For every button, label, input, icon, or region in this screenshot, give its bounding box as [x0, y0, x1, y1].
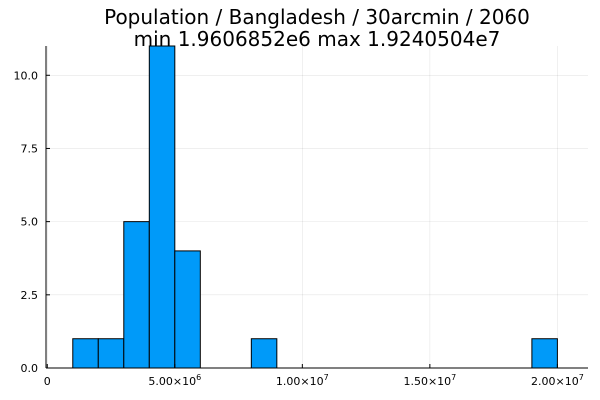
y-tick-label: 2.5: [21, 289, 39, 302]
x-tick-mantissa: 2.00×10: [531, 375, 579, 388]
x-tick-label: 1.00×107: [276, 373, 329, 388]
chart-title-line1: Population / Bangladesh / 30arcmin / 206…: [104, 5, 530, 29]
y-tick-label: 5.0: [21, 216, 39, 229]
y-tick-label: 0.0: [21, 362, 39, 375]
x-tick-exponent: 7: [324, 373, 329, 382]
histogram-bar: [174, 250, 201, 369]
chart-title-line2: min 1.9606852e6 max 1.9240504e7: [134, 27, 501, 51]
x-tick-mantissa: 5.00×10: [148, 375, 196, 388]
histogram-bar: [148, 45, 176, 369]
x-tick-mantissa: 1.00×10: [276, 375, 324, 388]
bars-layer: [72, 45, 558, 369]
x-tick-label: 5.00×106: [148, 373, 201, 388]
x-tick-label: 1.50×107: [403, 373, 456, 388]
histogram-bar: [531, 338, 558, 369]
x-tick-exponent: 7: [451, 373, 456, 382]
histogram-bar: [250, 338, 278, 369]
x-tick-exponent: 6: [196, 373, 201, 382]
histogram-bar: [97, 338, 125, 369]
histogram-bar: [123, 221, 150, 369]
ticks-layer: 0 5.00×106 1.00×107 1.50×107 2.00×1070.02.55…: [14, 69, 584, 388]
y-tick-label: 7.5: [21, 142, 39, 155]
histogram-bar: [72, 338, 99, 369]
x-tick-mantissa: 0: [44, 375, 51, 388]
x-tick-mantissa: 1.50×10: [403, 375, 451, 388]
x-tick-label: 2.00×107: [531, 373, 584, 388]
axes-layer: [45, 46, 588, 369]
x-tick-label: 0: [44, 375, 51, 388]
y-tick-label: 10.0: [14, 69, 39, 82]
x-tick-exponent: 7: [579, 373, 584, 382]
